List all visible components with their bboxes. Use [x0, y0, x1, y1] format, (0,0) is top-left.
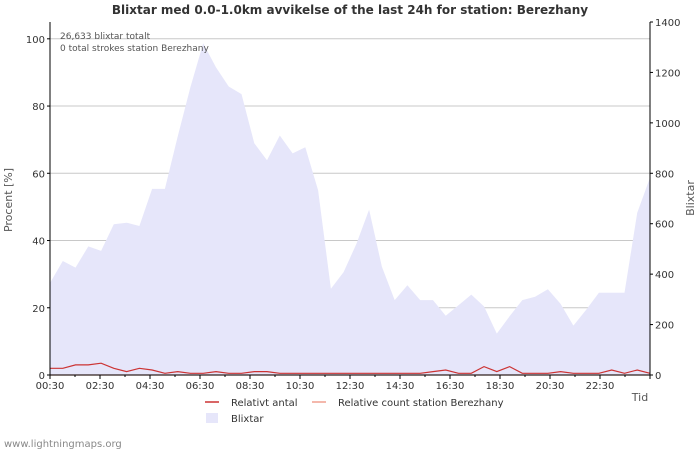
y-right-tick-1000: 1000 [655, 119, 680, 130]
y-left-tick-60: 60 [32, 169, 45, 180]
y-left-tick-20: 20 [32, 304, 45, 315]
y-axis-right-label: Blixtar [684, 180, 697, 216]
x-tick-1830: 18:30 [486, 381, 515, 392]
blixtar-area-layer [50, 43, 650, 375]
series-line-relativt-antal [50, 362, 651, 374]
annotation-total: 26,633 blixtar totalt [60, 32, 151, 42]
x-tick-0430: 04:30 [136, 381, 165, 392]
y-right-tick-1400: 1400 [655, 18, 680, 29]
annotation-station: 0 total strokes station Berezhany [60, 44, 209, 54]
legend: Relativt antal Relative count station Be… [205, 398, 504, 425]
legend-label-blixtar: Blixtar [231, 414, 264, 425]
x-tick-1430: 14:30 [386, 381, 415, 392]
y-right-tick-800: 800 [655, 169, 674, 180]
legend-label-relativt-antal: Relativt antal [231, 398, 298, 409]
y-axis-left-label: Procent [%] [2, 168, 15, 232]
x-tick-2030: 20:30 [536, 381, 565, 392]
tick-labels: 020406080100020040060080010001200140000:… [26, 18, 681, 392]
legend-label-relative-count-station: Relative count station Berezhany [338, 398, 504, 409]
y-right-tick-400: 400 [655, 270, 674, 281]
y-left-tick-40: 40 [32, 237, 45, 248]
x-axis-label: Tid [631, 391, 648, 404]
x-tick-1030: 10:30 [286, 381, 315, 392]
y-right-tick-600: 600 [655, 220, 674, 231]
watermark: www.lightningmaps.org [4, 439, 122, 450]
y-left-tick-100: 100 [26, 35, 45, 46]
chart-title: Blixtar med 0.0-1.0km avvikelse of the l… [112, 3, 588, 17]
x-tick-1230: 12:30 [336, 381, 365, 392]
x-tick-0830: 08:30 [236, 381, 265, 392]
y-right-tick-200: 200 [655, 321, 674, 332]
y-right-tick-1200: 1200 [655, 68, 680, 79]
y-left-tick-80: 80 [32, 102, 45, 113]
x-tick-0230: 02:30 [86, 381, 115, 392]
x-tick-0030: 00:30 [36, 381, 65, 392]
axes [47, 21, 653, 379]
y-left-tick-0: 0 [39, 371, 45, 382]
x-tick-1630: 16:30 [436, 381, 465, 392]
series-area-blixtar [50, 43, 650, 375]
x-tick-0630: 06:30 [186, 381, 215, 392]
x-tick-2230: 22:30 [586, 381, 615, 392]
legend-swatch-blixtar [206, 413, 218, 423]
y-right-tick-0: 0 [655, 371, 661, 382]
